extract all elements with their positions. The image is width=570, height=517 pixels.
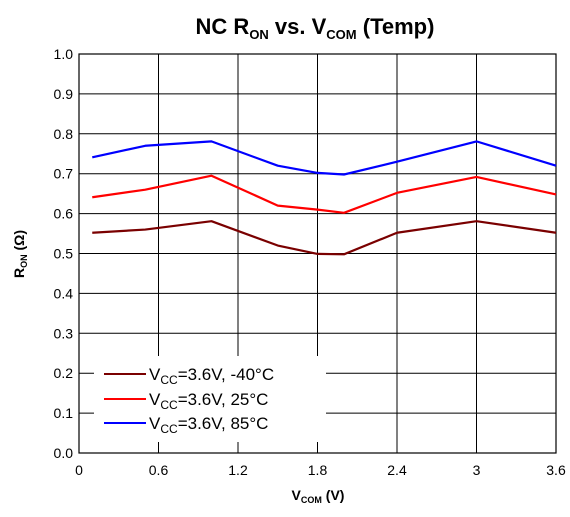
y-axis-label-main: R — [11, 268, 27, 278]
y-tick-label: 0.8 — [54, 126, 74, 142]
legend-1-main: V — [149, 365, 161, 384]
y-tick-label: 0.5 — [54, 246, 74, 262]
x-axis-label: VCOM (V) — [292, 487, 345, 505]
series-line-1 — [92, 220, 557, 256]
series-line-3 — [92, 140, 557, 176]
y-tick-label: 0.1 — [54, 405, 74, 421]
y-tick-label: 0.4 — [54, 285, 74, 301]
y-axis-label: RON (Ω) — [11, 230, 29, 278]
legend-label-3: VCC=3.6V, 85°C — [149, 414, 268, 436]
x-tick-label: 0.6 — [149, 462, 169, 478]
y-tick-label: 0.3 — [54, 325, 74, 341]
x-tick-labels: 0 0.6 1.2 1.8 2.4 3 3.6 — [75, 462, 566, 478]
x-axis-label-sub: COM — [301, 495, 322, 505]
x-axis-label-tail: (V) — [322, 487, 345, 503]
legend: VCC=3.6V, -40°C VCC=3.6V, 25°C VCC=3.6V,… — [94, 356, 326, 442]
legend-2-sub: CC — [160, 398, 178, 412]
y-tick-labels: 0.0 0.1 0.2 0.3 0.4 0.5 0.6 0.7 0.8 0.9 1.0 — [54, 46, 74, 461]
legend-3-main: V — [149, 414, 161, 433]
y-tick-label: 0.7 — [54, 166, 74, 182]
title-part-3: (Temp) — [357, 14, 435, 39]
x-tick-label: 2.4 — [387, 462, 407, 478]
x-tick-label: 3 — [473, 462, 481, 478]
y-axis-label-tail: (Ω) — [11, 230, 27, 254]
legend-1-tail: =3.6V, -40°C — [178, 365, 274, 384]
series-line-2 — [92, 174, 557, 214]
series-lines — [92, 140, 557, 256]
y-axis-label-sub: ON — [19, 254, 29, 268]
x-axis-label-main: V — [292, 487, 302, 503]
title-sub-2: COM — [326, 27, 356, 42]
y-tick-label: 1.0 — [54, 46, 74, 62]
title-part-1: NC R — [196, 14, 250, 39]
legend-label-1: VCC=3.6V, -40°C — [149, 365, 274, 387]
legend-1-sub: CC — [160, 373, 178, 387]
y-tick-label: 0.2 — [54, 365, 74, 381]
chart-title: NC RON vs. VCOM (Temp) — [196, 14, 435, 42]
y-tick-label: 0.6 — [54, 206, 74, 222]
legend-label-2: VCC=3.6V, 25°C — [149, 390, 268, 412]
legend-3-sub: CC — [160, 422, 178, 436]
x-tick-label: 1.8 — [308, 462, 328, 478]
title-part-2: vs. V — [269, 14, 327, 39]
y-tick-label: 0.0 — [54, 445, 74, 461]
legend-2-main: V — [149, 390, 161, 409]
x-tick-label: 0 — [75, 462, 83, 478]
x-tick-label: 3.6 — [546, 462, 566, 478]
x-tick-label: 1.2 — [228, 462, 248, 478]
y-tick-label: 0.9 — [54, 86, 74, 102]
legend-2-tail: =3.6V, 25°C — [178, 390, 269, 409]
legend-3-tail: =3.6V, 85°C — [178, 414, 269, 433]
title-sub-1: ON — [249, 27, 269, 42]
